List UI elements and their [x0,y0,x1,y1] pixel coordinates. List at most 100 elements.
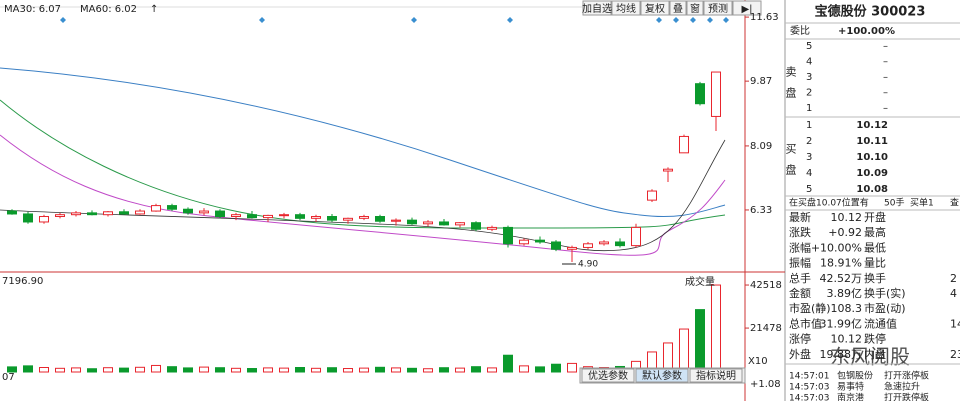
volume-left-value: 7196.90 [2,276,43,287]
sell-level: 5 [806,41,812,52]
info-more: 查 [950,197,959,209]
candle-body [423,221,433,225]
candle-body [631,226,641,247]
volume-bar [423,368,433,373]
toolbar-button-label: 复权 [645,2,665,15]
candle-body [311,216,321,219]
candle-body [439,221,449,226]
volume-bar [247,368,257,373]
stat-label: 内盘 [864,347,886,361]
candle-body [375,216,385,222]
volume-bar [231,367,241,373]
sell-price: – [883,88,888,99]
stat-value: +0.92 [828,226,862,239]
candle-body [615,241,625,247]
candle-body [695,83,705,105]
volume-bar [135,366,145,373]
buy-price: 10.08 [856,184,888,195]
candle-body [295,214,305,219]
stat-value: 23 [950,348,960,361]
toolbar-button [703,0,733,16]
ma-line [0,139,726,252]
volume-bar [503,354,513,373]
tab-label: 默认参数 [642,369,682,382]
candle-body [183,208,193,214]
bottom-right: +1.08 [750,379,781,390]
stat-label: 涨停 [789,332,811,346]
volume-bar [295,367,305,373]
candle-body [103,211,113,216]
sell-level: 2 [806,88,812,99]
stat-label: 最新 [789,210,811,224]
ma60: MA60: 6.02 [80,4,137,15]
candle-body [711,71,721,117]
volume-bar [535,366,545,373]
volume-bar [551,363,561,373]
stat-value: 3.89亿 [827,287,863,300]
candle-body [583,243,593,248]
volume-bar [23,365,33,373]
volume-bar [167,366,177,373]
low-annotation: 4.90 [578,259,598,269]
info-buy: 买单1 [910,197,934,209]
price-tick-label: 11.63 [750,12,779,23]
sell-level: 3 [806,72,812,83]
volume-bar [327,367,337,373]
candle-body [167,205,177,210]
ma-arrow: ↑ [150,4,158,15]
toolbar-button-label: ▶| [741,4,752,15]
toolbar-button-label: 均线 [616,2,636,15]
candle-body [135,210,145,215]
candle-body [567,246,577,250]
stat-label: 换手 [864,271,886,285]
candle-body [23,213,33,223]
toolbar-button [582,0,612,16]
volume-bar [567,362,577,373]
volume-bar [87,368,97,373]
toolbar-button [732,0,762,16]
volume-bar [487,367,497,373]
stat-value: 4 [950,287,957,300]
tab-label: 优选参数 [588,369,628,382]
stat-label: 最低 [864,241,886,254]
stat-value: 14 [950,317,960,330]
sell-price: – [883,41,888,52]
stat-label: 外盘 [789,347,811,361]
ma-line [0,134,726,256]
toolbar-button-label: 预测 [708,2,728,15]
kline [7,71,721,373]
stat-label: 总市值 [789,316,822,330]
candle-body [39,216,49,223]
buy-level: 2 [806,136,812,147]
candle-body [471,222,481,230]
candle-body [151,205,161,212]
buy-label: 买盘 [784,143,797,185]
weibi: +100.00% [838,26,895,37]
ma-line [0,99,726,229]
info: 在买盘10.07位置有 [789,197,869,209]
candle-body [407,219,417,225]
volume-label: 成交量 [685,275,715,288]
price-tick-label: 8.09 [750,141,772,152]
volume-bar [439,367,449,373]
toolbar-button [611,0,641,16]
stat-label: 最高 [864,225,886,239]
candle-body [7,210,17,215]
trade-time: 14:57:01 [789,372,829,382]
candle-body [231,214,241,218]
stat-label: 涨跌 [789,225,811,239]
weibi-label: 委比 [790,24,810,37]
volume-bar [215,367,225,373]
stat-label: 总手 [789,271,811,285]
volume-bar [55,367,65,373]
volume-bar [7,366,17,373]
candle-body [119,211,129,215]
volume-bar [455,367,465,373]
sell-price: – [883,72,888,83]
volume-bar [679,328,689,373]
buy-level: 4 [806,168,812,179]
candle-body [663,168,673,172]
sell-label: 卖盘 [784,66,797,108]
tab [635,368,689,383]
